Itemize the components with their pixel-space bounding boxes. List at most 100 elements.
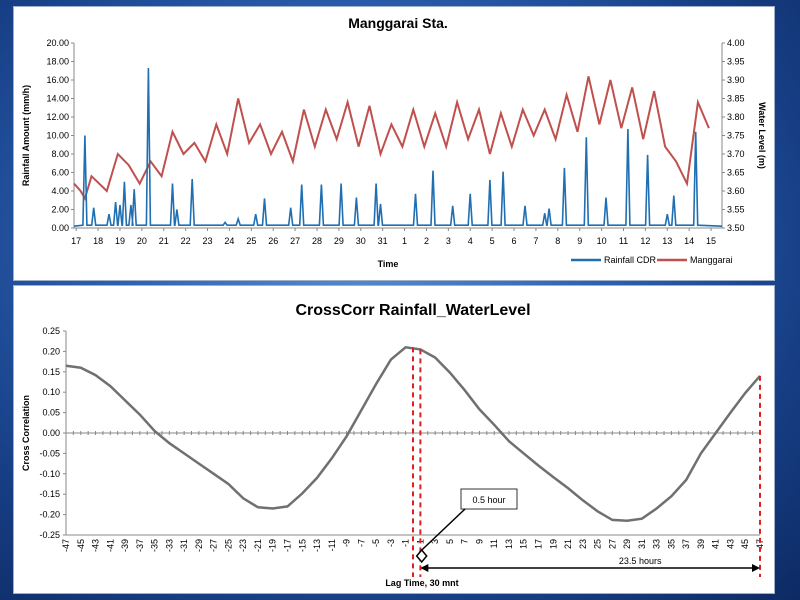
x-tick-label: 30: [356, 236, 366, 246]
x-tick-label: -13: [312, 539, 322, 552]
span-label-23-5-hours: 23.5 hours: [619, 556, 662, 566]
x-axis-label: Time: [378, 259, 399, 269]
x-tick-label: -7: [356, 539, 366, 547]
x-tick-label: 37: [681, 539, 691, 549]
x-tick-label: 11: [619, 236, 628, 246]
legend-label-manggarai: Manggarai: [690, 255, 733, 265]
x-tick-label: 21: [159, 236, 169, 246]
x-tick-label: 24: [224, 236, 234, 246]
x-tick-label: 13: [504, 539, 514, 549]
x-tick-label: 7: [460, 539, 470, 544]
x-tick-label: 9: [577, 236, 582, 246]
x-tick-label: 28: [312, 236, 322, 246]
x-tick-label: -39: [120, 539, 130, 552]
y2-axis-label: Water Level (m): [757, 102, 767, 169]
x-tick-label: 27: [290, 236, 300, 246]
y2-tick-label: 3.70: [727, 149, 745, 159]
series-line-manggarai: [73, 76, 710, 201]
y-tick-label: -0.10: [39, 469, 60, 479]
y-tick-label: 16.00: [46, 75, 69, 85]
y-tick-label: 8.00: [51, 149, 69, 159]
span-arrowhead-right: [752, 564, 760, 572]
x-tick-label: 14: [684, 236, 694, 246]
x-tick-label: 27: [607, 539, 617, 549]
x-tick-label: 18: [93, 236, 103, 246]
chart-title: Manggarai Sta.: [348, 15, 448, 31]
y2-tick-label: 3.80: [727, 112, 745, 122]
y-tick-label: -0.15: [39, 489, 60, 499]
x-tick-label: 13: [662, 236, 672, 246]
x-tick-label: -43: [91, 539, 101, 552]
x-tick-label: 21: [563, 539, 573, 549]
y2-tick-label: 3.60: [727, 186, 745, 196]
x-tick-label: 9: [474, 539, 484, 544]
x-tick-label: 17: [71, 236, 81, 246]
x-tick-label: 33: [652, 539, 662, 549]
x-tick-label: 26: [268, 236, 278, 246]
x-tick-label: -19: [268, 539, 278, 552]
x-tick-label: -17: [282, 539, 292, 552]
x-tick-label: 22: [181, 236, 191, 246]
x-tick-label: -5: [371, 539, 381, 547]
rainfall-waterlevel-chart-panel: Manggarai Sta. 20.00 18.00 16.00 14.00 12.00 1…: [13, 6, 775, 281]
x-tick-label: -47: [61, 539, 71, 552]
y2-tick-label: 3.90: [727, 75, 745, 85]
y-tick-label: 18.00: [46, 57, 69, 67]
y-tick-label: 0.00: [42, 428, 60, 438]
x-tick-label: 1: [402, 236, 407, 246]
callout-arrow: [419, 508, 466, 553]
y-tick-label: 10.00: [46, 131, 69, 141]
y2-tick-label: 4.00: [727, 38, 745, 48]
x-tick-label: 25: [246, 236, 256, 246]
x-tick-label: -41: [105, 539, 115, 552]
x-tick-label: -1: [401, 539, 411, 547]
x-tick-label: 20: [137, 236, 147, 246]
y-tick-label: -0.05: [39, 448, 60, 458]
y-tick-label: 0.10: [42, 387, 60, 397]
y-axis-label: Rainfall Amount (mm/h): [21, 85, 31, 186]
y-tick-label: 0.25: [42, 326, 60, 336]
y2-tick-label: 3.85: [727, 94, 745, 104]
y-tick-label: 14.00: [46, 94, 69, 104]
x-tick-label: 15: [706, 236, 716, 246]
y-tick-label: 0.15: [42, 367, 60, 377]
x-tick-label: 25: [593, 539, 603, 549]
x-tick-label: -25: [223, 539, 233, 552]
x-tick-label: -29: [194, 539, 204, 552]
y-tick-label: 0.00: [51, 223, 69, 233]
y2-tick-label: 3.75: [727, 131, 745, 141]
x-tick-label: 31: [637, 539, 647, 549]
callout-label-0-5-hour: 0.5 hour: [472, 495, 505, 505]
x-tick-label: 45: [740, 539, 750, 549]
rainfall-waterlevel-chart: Manggarai Sta.20.0018.0016.0014.0012.001…: [21, 15, 767, 269]
x-tick-label: 47: [755, 539, 765, 549]
x-tick-label: 5: [490, 236, 495, 246]
x-tick-label: 43: [725, 539, 735, 549]
x-tick-label: 29: [622, 539, 632, 549]
x-tick-label: 23: [578, 539, 588, 549]
x-tick-label: 23: [203, 236, 213, 246]
x-tick-label: 8: [555, 236, 560, 246]
y-tick-label: 4.00: [51, 186, 69, 196]
y2-tick-label: 3.55: [727, 205, 745, 215]
x-tick-label: 6: [512, 236, 517, 246]
x-tick-label: 35: [666, 539, 676, 549]
y-tick-label: 2.00: [51, 205, 69, 215]
x-tick-label: -3: [386, 539, 396, 547]
y-tick-label: -0.25: [39, 530, 60, 540]
x-tick-label: -21: [253, 539, 263, 552]
callout-box: [460, 488, 518, 510]
x-tick-label: 11: [489, 539, 499, 548]
y-tick-label: 6.00: [51, 168, 69, 178]
legend-label-rainfall: Rainfall CDR: [604, 255, 657, 265]
x-tick-label: 10: [597, 236, 607, 246]
x-tick-label: -33: [164, 539, 174, 552]
y-tick-label: 20.00: [46, 38, 69, 48]
x-tick-label: -31: [179, 539, 189, 552]
x-tick-label: -35: [150, 539, 160, 552]
y-tick-label: 12.00: [46, 112, 69, 122]
x-tick-label: 17: [534, 539, 544, 549]
y2-tick-label: 3.50: [727, 223, 745, 233]
x-tick-label: -11: [327, 539, 337, 551]
x-tick-label: 15: [519, 539, 529, 549]
